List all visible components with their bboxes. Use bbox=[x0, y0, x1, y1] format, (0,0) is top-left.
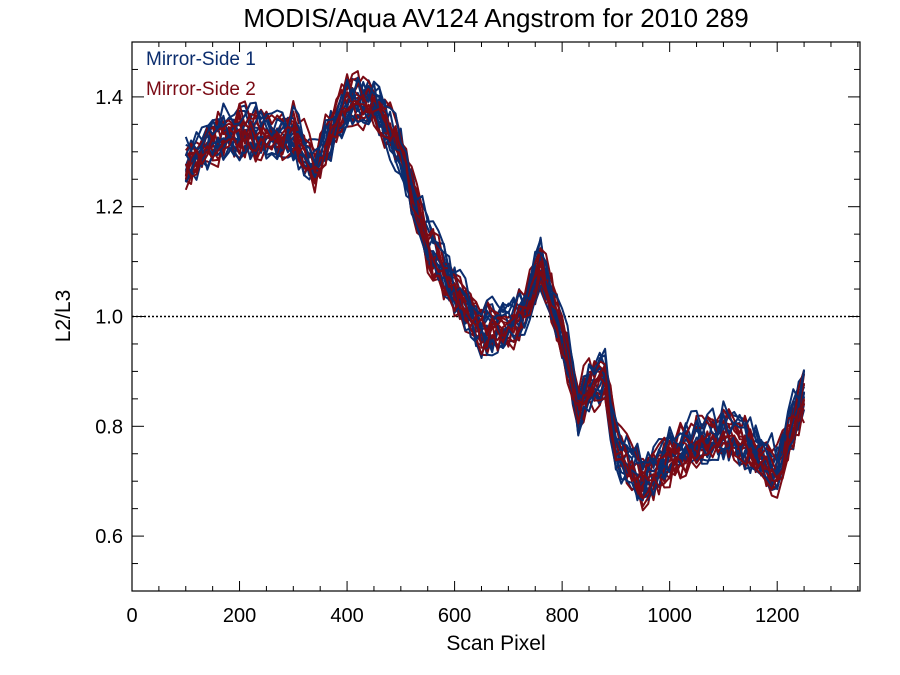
x-tick-label: 0 bbox=[126, 605, 137, 627]
legend-entry-mirror-side-1: Mirror-Side 1 bbox=[146, 49, 256, 70]
y-tick-label: 1.0 bbox=[95, 307, 123, 329]
x-tick-label: 800 bbox=[545, 605, 578, 627]
x-tick-label: 400 bbox=[330, 605, 363, 627]
y-axis: 0.6 0.8 1.0 1.2 1.4 bbox=[95, 41, 860, 592]
legend-entry-mirror-side-2: Mirror-Side 2 bbox=[146, 79, 256, 100]
x-tick-label: 1000 bbox=[647, 605, 692, 627]
legend: Mirror-Side 1 Mirror-Side 2 bbox=[146, 49, 256, 100]
y-axis-label: L2/L3 bbox=[52, 290, 75, 343]
y-tick-label: 1.4 bbox=[95, 87, 123, 109]
x-tick-label: 1200 bbox=[755, 605, 800, 627]
y-tick-label: 1.2 bbox=[95, 197, 123, 219]
x-tick-label: 200 bbox=[223, 605, 256, 627]
series-line-2 bbox=[184, 93, 806, 482]
chart-title: MODIS/Aqua AV124 Angstrom for 2010 289 bbox=[243, 3, 748, 33]
series-line-2 bbox=[184, 100, 805, 500]
x-axis: 0 200 400 600 800 1000 1200 bbox=[126, 42, 859, 627]
y-tick-label: 0.6 bbox=[95, 526, 123, 548]
y-tick-label: 0.8 bbox=[95, 416, 123, 438]
x-tick-label: 600 bbox=[438, 605, 471, 627]
series-line-1 bbox=[184, 99, 806, 501]
series-traces bbox=[184, 70, 806, 512]
x-axis-label: Scan Pixel bbox=[446, 632, 545, 655]
series-line-1 bbox=[184, 97, 806, 502]
